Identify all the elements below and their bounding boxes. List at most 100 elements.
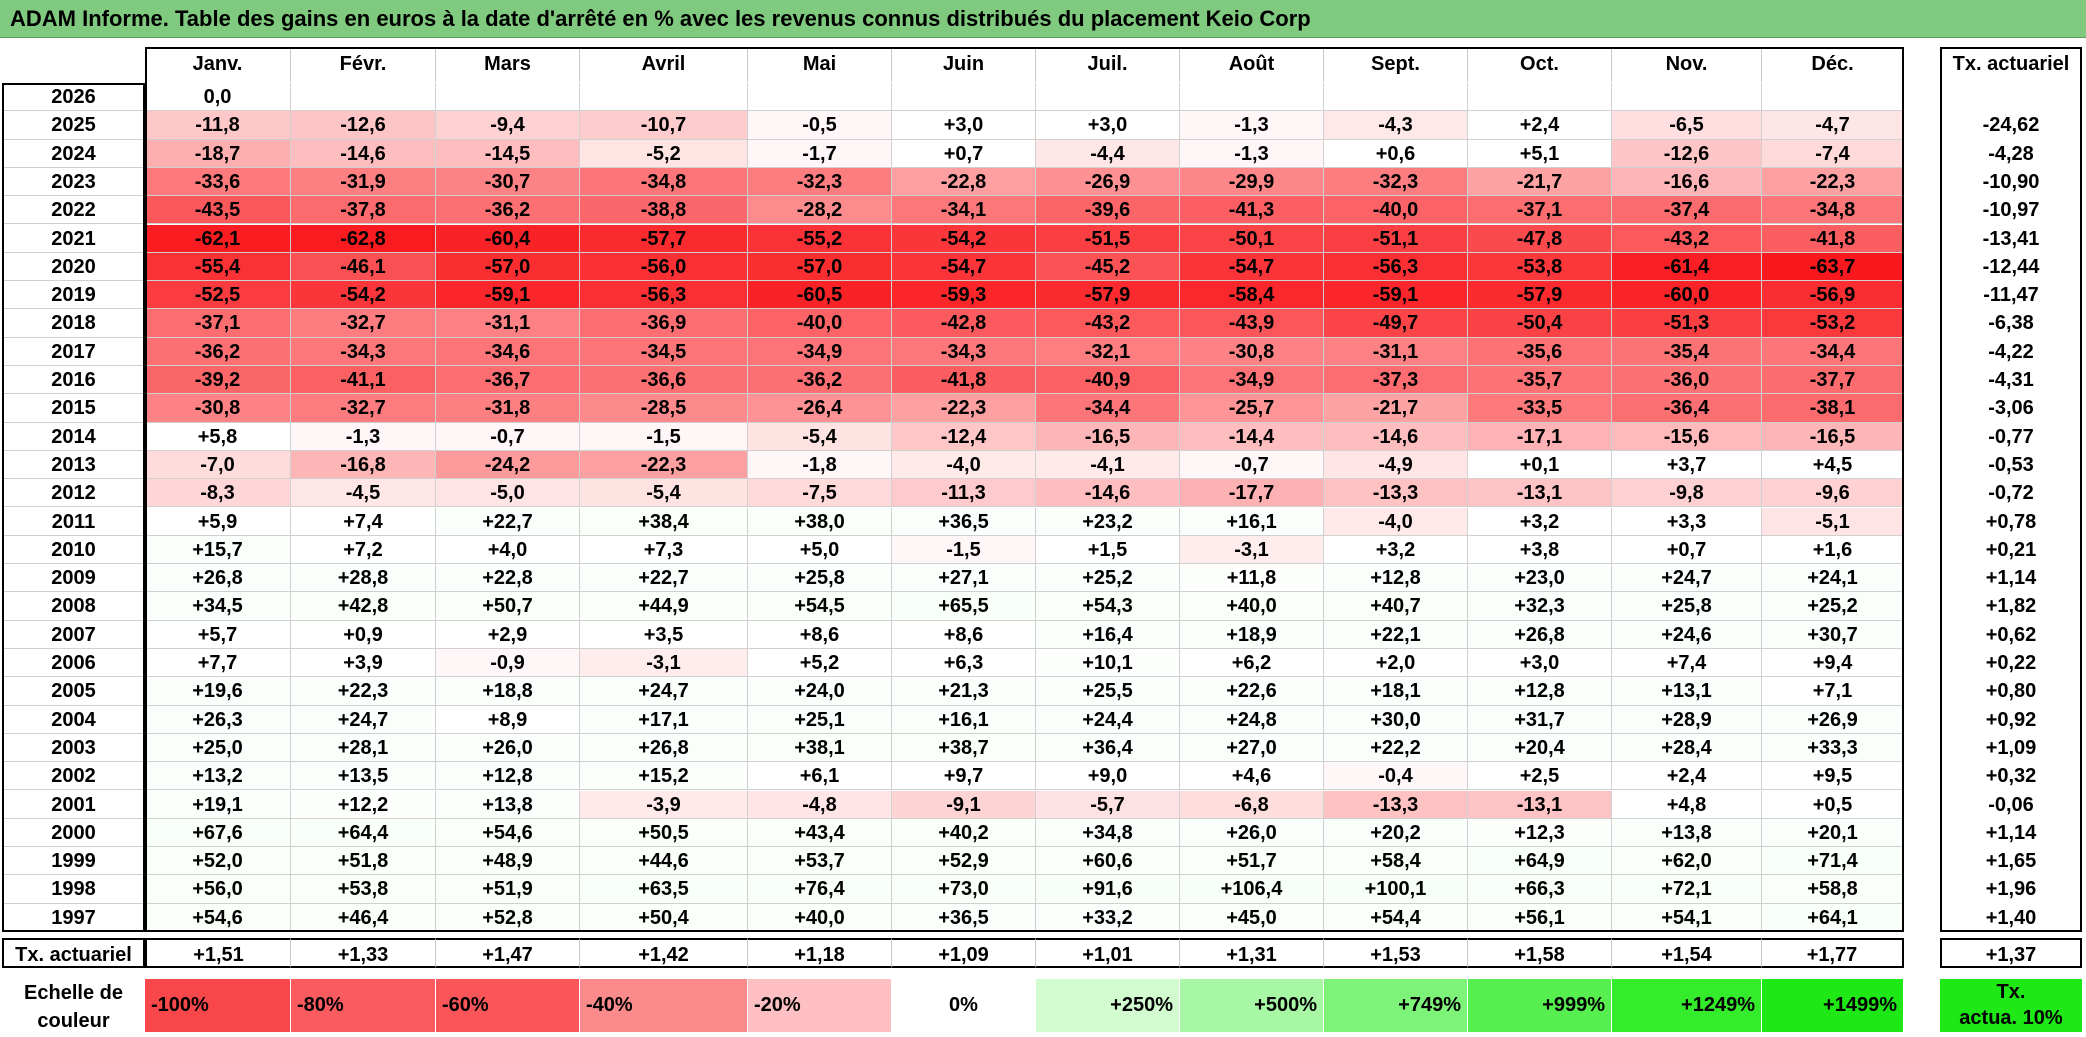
value-cell: +20,1 xyxy=(1762,818,1904,848)
color-scale-stop: +749% xyxy=(1324,979,1468,1032)
value-cell: -58,4 xyxy=(1180,281,1324,310)
footer-value: +1,53 xyxy=(1324,938,1468,968)
rate-cell: +0,78 xyxy=(1985,510,2037,533)
value-cell: +2,0 xyxy=(1324,649,1468,678)
value-cell: -37,8 xyxy=(291,196,436,225)
value-cell: +26,0 xyxy=(1180,818,1324,848)
value-cell: -34,4 xyxy=(1762,337,1904,366)
year-label-2000: 2000 xyxy=(2,819,145,848)
value-cell: -4,5 xyxy=(291,479,436,508)
rate-cell: +1,14 xyxy=(1985,821,2037,844)
year-label-2007: 2007 xyxy=(2,621,145,649)
month-header-12: Déc. xyxy=(1762,47,1904,82)
value-cell: +24,6 xyxy=(1612,620,1762,649)
month-header-10: Oct. xyxy=(1468,47,1612,82)
value-cell: -55,4 xyxy=(145,252,291,282)
value-cell: -43,2 xyxy=(1036,309,1180,338)
value-cell: +45,0 xyxy=(1180,903,1324,932)
value-cell: -52,5 xyxy=(145,281,291,310)
value-cell: +54,6 xyxy=(436,818,580,848)
value-cell: -60,0 xyxy=(1612,281,1762,310)
value-cell: -32,1 xyxy=(1036,337,1180,366)
value-cell: +5,0 xyxy=(748,535,892,565)
value-cell: -49,7 xyxy=(1324,309,1468,338)
rate-cell: +0,32 xyxy=(1985,765,2037,788)
value-cell: +38,0 xyxy=(748,507,892,536)
value-cell: +36,5 xyxy=(892,903,1036,932)
value-cell: +54,4 xyxy=(1324,903,1468,932)
footer-label: Tx. actuariel xyxy=(2,938,145,968)
value-cell: -50,1 xyxy=(1180,224,1324,253)
value-cell: -22,3 xyxy=(580,450,748,480)
value-cell: +25,8 xyxy=(1612,592,1762,621)
value-cell: -36,2 xyxy=(748,366,892,395)
value-cell: +38,7 xyxy=(892,733,1036,763)
title-bar: ADAM Informe. Table des gains en euros à… xyxy=(0,0,2086,38)
value-cell: +20,2 xyxy=(1324,818,1468,848)
value-cell: -53,2 xyxy=(1762,309,1904,338)
value-cell: +7,4 xyxy=(291,507,436,536)
value-cell: -32,3 xyxy=(1324,167,1468,197)
value-cell: -54,2 xyxy=(892,224,1036,253)
value-cell: -56,3 xyxy=(580,281,748,310)
value-cell: -51,3 xyxy=(1612,309,1762,338)
value-cell: +54,6 xyxy=(145,903,291,932)
value-cell: +2,4 xyxy=(1468,111,1612,140)
value-cell: +10,1 xyxy=(1036,649,1180,678)
value-cell: -9,1 xyxy=(892,790,1036,819)
rate-cell: +1,40 xyxy=(1985,906,2037,929)
value-cell: +23,0 xyxy=(1468,564,1612,593)
year-label-2004: 2004 xyxy=(2,706,145,734)
value-cell: +13,8 xyxy=(1612,818,1762,848)
value-cell: +63,5 xyxy=(580,875,748,904)
value-cell: -54,7 xyxy=(1180,252,1324,282)
value-cell xyxy=(436,83,580,112)
value-cell: +16,4 xyxy=(1036,620,1180,649)
value-cell xyxy=(892,83,1036,112)
value-cell: -24,2 xyxy=(436,450,580,480)
value-cell: -4,9 xyxy=(1324,450,1468,480)
value-cell: -37,1 xyxy=(1468,196,1612,225)
value-cell: +26,8 xyxy=(1468,620,1612,649)
color-scale-stop: -20% xyxy=(748,979,892,1032)
value-cell: -16,8 xyxy=(291,450,436,480)
value-cell: +18,1 xyxy=(1324,677,1468,706)
value-cell: -36,0 xyxy=(1612,366,1762,395)
year-label-2012: 2012 xyxy=(2,479,145,508)
value-cell: +64,9 xyxy=(1468,847,1612,876)
value-cell: -30,8 xyxy=(1180,337,1324,366)
value-cell: +32,3 xyxy=(1468,592,1612,621)
footer-value: +1,09 xyxy=(892,938,1036,968)
value-cell: +27,1 xyxy=(892,564,1036,593)
year-label-2009: 2009 xyxy=(2,564,145,593)
value-cell xyxy=(1468,83,1612,112)
rate-cell: +0,80 xyxy=(1985,680,2037,703)
value-cell: +5,2 xyxy=(748,649,892,678)
value-cell: +9,4 xyxy=(1762,649,1904,678)
value-cell: +1,5 xyxy=(1036,535,1180,565)
value-cell: -4,1 xyxy=(1036,450,1180,480)
value-cell: -10,7 xyxy=(580,111,748,140)
value-cell: +7,7 xyxy=(145,649,291,678)
value-cell: -57,7 xyxy=(580,224,748,253)
value-cell: -31,1 xyxy=(436,309,580,338)
value-cell: +23,2 xyxy=(1036,507,1180,536)
color-scale-stop: -40% xyxy=(580,979,748,1032)
value-cell: +100,1 xyxy=(1324,875,1468,904)
value-cell: +12,3 xyxy=(1468,818,1612,848)
rate-cell: -3,06 xyxy=(1988,397,2034,420)
rate-cell: -10,90 xyxy=(1982,170,2040,193)
value-cell: +26,9 xyxy=(1762,705,1904,734)
rate-cell: +0,21 xyxy=(1985,538,2037,561)
value-cell: -3,9 xyxy=(580,790,748,819)
value-cell: -34,6 xyxy=(436,337,580,366)
value-cell: +12,2 xyxy=(291,790,436,819)
value-cell: -12,6 xyxy=(1612,139,1762,168)
value-cell: -51,5 xyxy=(1036,224,1180,253)
month-header-11: Nov. xyxy=(1612,47,1762,82)
value-cell: +22,7 xyxy=(436,507,580,536)
value-cell: +19,6 xyxy=(145,677,291,706)
value-cell: -13,1 xyxy=(1468,790,1612,819)
year-label-2008: 2008 xyxy=(2,592,145,621)
value-cell: +18,8 xyxy=(436,677,580,706)
